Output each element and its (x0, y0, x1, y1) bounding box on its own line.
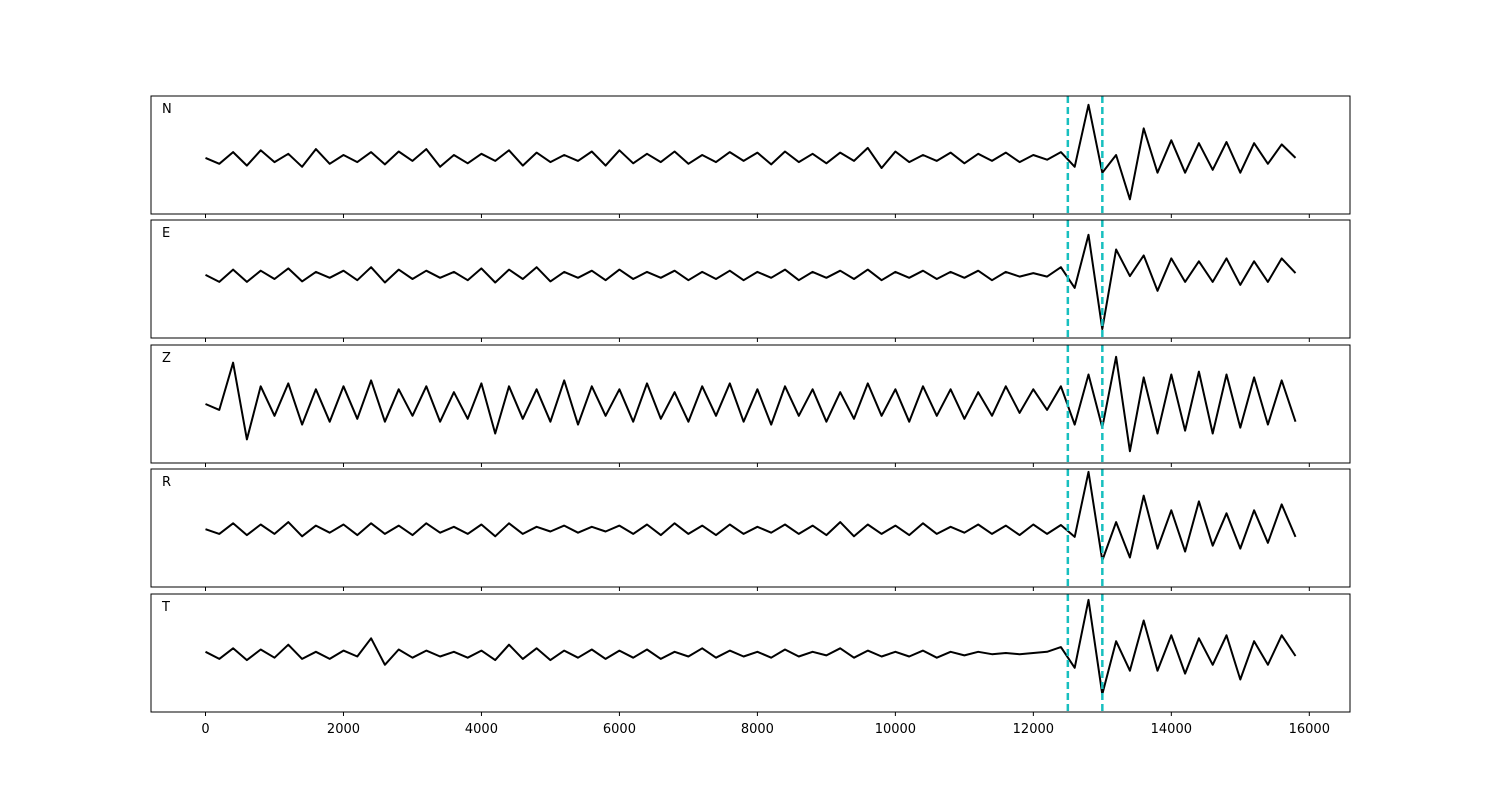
panel-frame (150, 95, 1351, 215)
x-tick-label: 14000 (1151, 722, 1192, 737)
panel-label: R (162, 475, 171, 490)
x-tick-label: 6000 (603, 722, 636, 737)
trace (205, 355, 1297, 453)
x-tick-label: 10000 (875, 722, 916, 737)
trace (205, 233, 1297, 331)
panel-label: Z (162, 351, 171, 366)
x-tick-label: 0 (201, 722, 209, 737)
x-tick-label: 4000 (465, 722, 498, 737)
panel-frame (150, 468, 1351, 588)
x-tick-label: 8000 (741, 722, 774, 737)
panel-label: N (162, 102, 172, 117)
panel-frame (150, 219, 1351, 339)
x-tick-label: 16000 (1289, 722, 1330, 737)
trace (205, 103, 1297, 201)
panel-label: T (161, 600, 170, 615)
panel-label: E (162, 226, 170, 241)
trace (205, 470, 1297, 562)
panel-frame (150, 344, 1351, 464)
x-tick-label: 2000 (327, 722, 360, 737)
panel-frame (150, 593, 1351, 713)
trace (205, 598, 1297, 696)
x-tick-label: 12000 (1013, 722, 1054, 737)
